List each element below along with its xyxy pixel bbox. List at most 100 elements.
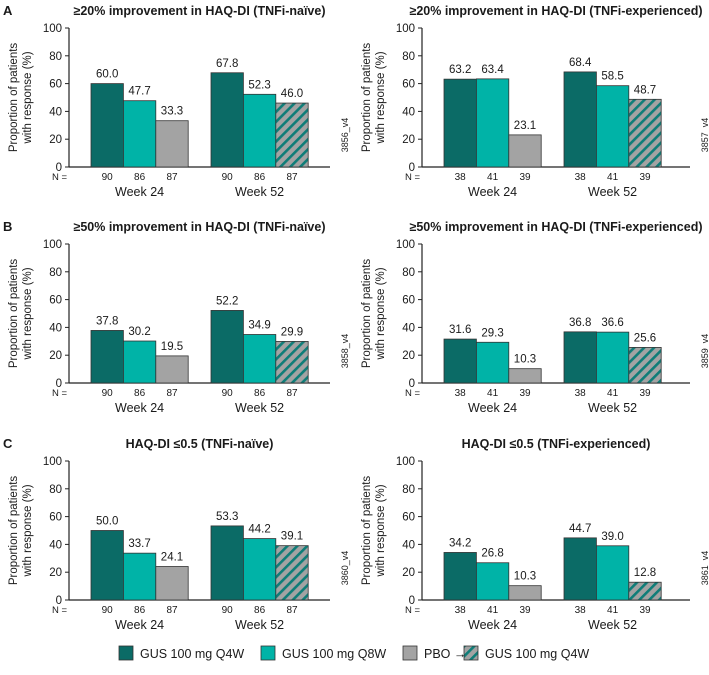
data-label: 50.0: [96, 516, 118, 528]
data-label: 34.2: [449, 537, 471, 549]
chart-title: ≥50% improvement in HAQ-DI (TNFi-naïve): [73, 220, 325, 234]
n-label: 90: [222, 388, 234, 399]
n-prefix: N =: [52, 172, 68, 183]
panel-letter: A: [3, 3, 13, 18]
y-axis-label: with response (%): [375, 484, 387, 577]
data-label: 39.1: [281, 531, 303, 543]
data-label: 37.8: [96, 315, 118, 327]
chart-panel: C HAQ-DI ≤0.5 (TNFi-naïve) Proportion of p…: [3, 436, 350, 632]
n-label: 39: [519, 172, 531, 183]
n-label: 90: [222, 172, 234, 183]
y-tick-label: 20: [402, 134, 415, 146]
legend-label: GUS 100 mg Q4W: [485, 647, 589, 661]
y-axis-label: with response (%): [22, 484, 34, 577]
data-label: 10.3: [514, 354, 536, 366]
y-tick-label: 0: [56, 595, 62, 607]
bar: [275, 102, 309, 168]
y-tick-label: 20: [402, 567, 415, 579]
data-label: 48.7: [634, 84, 656, 96]
data-label: 24.1: [161, 552, 183, 564]
y-tick-label: 0: [56, 162, 62, 174]
x-category-label: Week 24: [115, 401, 164, 415]
n-label: 90: [102, 172, 114, 183]
data-label: 52.2: [216, 295, 238, 307]
bar: [443, 338, 477, 384]
bar: [628, 581, 662, 601]
bar: [563, 331, 597, 384]
n-label: 41: [607, 172, 619, 183]
y-tick-label: 100: [43, 23, 62, 35]
figure-code: 3858_v4: [340, 334, 350, 369]
y-tick-label: 100: [43, 239, 62, 251]
bar: [123, 340, 157, 384]
y-tick-label: 80: [49, 267, 62, 279]
bar: [242, 334, 277, 384]
bar: [628, 347, 662, 384]
chart-title: ≥20% improvement in HAQ-DI (TNFi-naïve): [73, 4, 325, 18]
n-label: 87: [166, 388, 178, 399]
legend-label: GUS 100 mg Q4W: [140, 647, 244, 661]
bar: [563, 537, 597, 601]
n-label: 38: [575, 172, 587, 183]
data-label: 36.8: [569, 317, 591, 329]
data-label: 33.7: [128, 538, 150, 550]
chart-title: HAQ-DI ≤0.5 (TNFi-naïve): [126, 437, 274, 451]
y-axis-label: with response (%): [375, 267, 387, 360]
n-label: 38: [455, 388, 467, 399]
bar: [596, 85, 630, 168]
n-label: 39: [639, 172, 651, 183]
y-axis-label: Proportion of patients: [361, 476, 373, 586]
legend-swatch: [118, 645, 134, 661]
data-label: 53.3: [216, 511, 238, 523]
n-label: 86: [254, 605, 266, 616]
x-category-label: Week 24: [115, 185, 164, 199]
y-tick-label: 20: [402, 350, 415, 362]
bar: [475, 341, 510, 384]
n-label: 38: [455, 605, 467, 616]
n-label: 41: [487, 388, 499, 399]
y-axis-label: Proportion of patients: [8, 476, 20, 586]
n-label: 39: [519, 605, 531, 616]
y-tick-label: 100: [396, 23, 415, 35]
data-label: 26.8: [481, 548, 503, 560]
n-label: 86: [134, 388, 146, 399]
n-prefix: N =: [405, 605, 421, 616]
n-label: 90: [102, 388, 114, 399]
n-label: 90: [102, 605, 114, 616]
y-tick-label: 40: [49, 106, 62, 118]
y-tick-label: 20: [49, 350, 62, 362]
x-category-label: Week 52: [588, 185, 637, 199]
n-label: 41: [607, 388, 619, 399]
data-label: 25.6: [634, 332, 656, 344]
bar: [475, 562, 510, 601]
x-category-label: Week 52: [588, 618, 637, 632]
y-tick-label: 60: [402, 79, 415, 91]
y-tick-label: 40: [402, 106, 415, 118]
figure-code: 3861_v4: [700, 551, 709, 586]
y-tick-label: 60: [402, 512, 415, 524]
x-category-label: Week 24: [468, 401, 517, 415]
legend-label: GUS 100 mg Q8W: [282, 647, 386, 661]
data-label: 12.8: [634, 567, 656, 579]
bar: [123, 552, 157, 601]
n-label: 39: [519, 388, 531, 399]
n-label: 86: [254, 172, 266, 183]
bar: [563, 71, 597, 168]
n-label: 86: [254, 388, 266, 399]
chart-title: HAQ-DI ≤0.5 (TNFi-experienced): [462, 437, 651, 451]
data-label: 44.7: [569, 523, 591, 535]
n-label: 87: [286, 388, 298, 399]
bar: [628, 98, 662, 168]
bar: [210, 525, 244, 601]
y-axis-label: Proportion of patients: [8, 259, 20, 369]
chart-panel: HAQ-DI ≤0.5 (TNFi-experienced) Proportion…: [361, 437, 709, 632]
bar: [508, 368, 542, 384]
bar: [508, 134, 542, 168]
n-prefix: N =: [405, 388, 421, 399]
figure-code: 3857_v4: [700, 118, 709, 153]
chart-panel: B ≥50% improvement in HAQ-DI (TNFi-naïve)…: [3, 219, 350, 415]
data-label: 30.2: [128, 326, 150, 338]
n-prefix: N =: [52, 605, 68, 616]
data-label: 23.1: [514, 120, 536, 132]
